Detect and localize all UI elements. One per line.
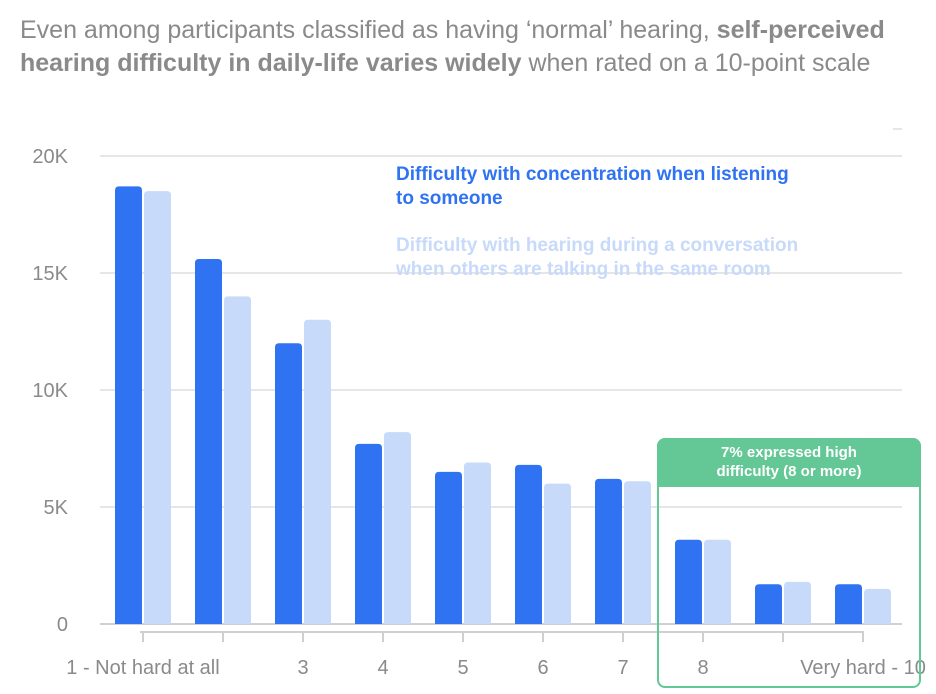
- bar: [224, 296, 251, 624]
- bar: [355, 443, 382, 624]
- bar: [595, 478, 622, 624]
- bar: [384, 432, 411, 624]
- legend: Difficulty with concentration when liste…: [395, 164, 798, 280]
- bar: [115, 186, 142, 625]
- y-tick-label: 0: [57, 614, 68, 636]
- x-tick-label: 4: [377, 657, 388, 679]
- title-part1: Even among participants classified as ha…: [20, 16, 717, 44]
- bar: [435, 471, 462, 624]
- chart-title: Even among participants classified as ha…: [20, 14, 910, 80]
- high-difficulty-callout: 7% expressed high difficulty (8 or more): [657, 438, 921, 487]
- callout-line2: difficulty (8 or more): [716, 463, 862, 480]
- legend-label: Difficulty with hearing during a convers…: [396, 235, 798, 256]
- x-tick-label: 8: [697, 657, 708, 679]
- bar: [195, 258, 222, 624]
- x-tick-label: Very hard - 10: [800, 657, 926, 679]
- y-tick-label: 15K: [32, 263, 68, 285]
- bar: [544, 483, 571, 624]
- y-tick-label: 10K: [32, 380, 68, 402]
- bar: [675, 539, 702, 624]
- x-tick-label: 7: [617, 657, 628, 679]
- x-tick-label: 6: [537, 657, 548, 679]
- bar: [624, 481, 651, 624]
- x-tick-label: 1 - Not hard at all: [66, 657, 219, 679]
- x-tick-label: 5: [457, 657, 468, 679]
- legend-label: when others are talking in the same room: [395, 259, 771, 280]
- bar: [704, 539, 731, 624]
- x-axis: 1 - Not hard at all 3 4 5 6 7 8 Very hard - 10: [66, 631, 926, 679]
- bar: [144, 191, 171, 624]
- y-axis: 0 5K 10K 15K 20K: [32, 146, 68, 636]
- legend-label: Difficulty with concentration when liste…: [396, 164, 789, 185]
- bar: [464, 462, 491, 624]
- bar: [304, 319, 331, 624]
- callout-line1: 7% expressed high: [721, 444, 857, 461]
- legend-label: to someone: [396, 188, 503, 209]
- bar: [835, 584, 862, 624]
- x-tick-label: 3: [297, 657, 308, 679]
- y-tick-label: 20K: [32, 146, 68, 168]
- bar: [755, 584, 782, 624]
- bar: [275, 343, 302, 624]
- bars: [115, 186, 891, 625]
- bar: [864, 588, 891, 624]
- title-bold: self-perceived hearing difficulty in dai…: [20, 16, 885, 77]
- bar: [784, 581, 811, 624]
- bar: [515, 464, 542, 624]
- title-part2: when rated on a 10-point scale: [521, 49, 871, 77]
- y-tick-label: 5K: [44, 497, 69, 519]
